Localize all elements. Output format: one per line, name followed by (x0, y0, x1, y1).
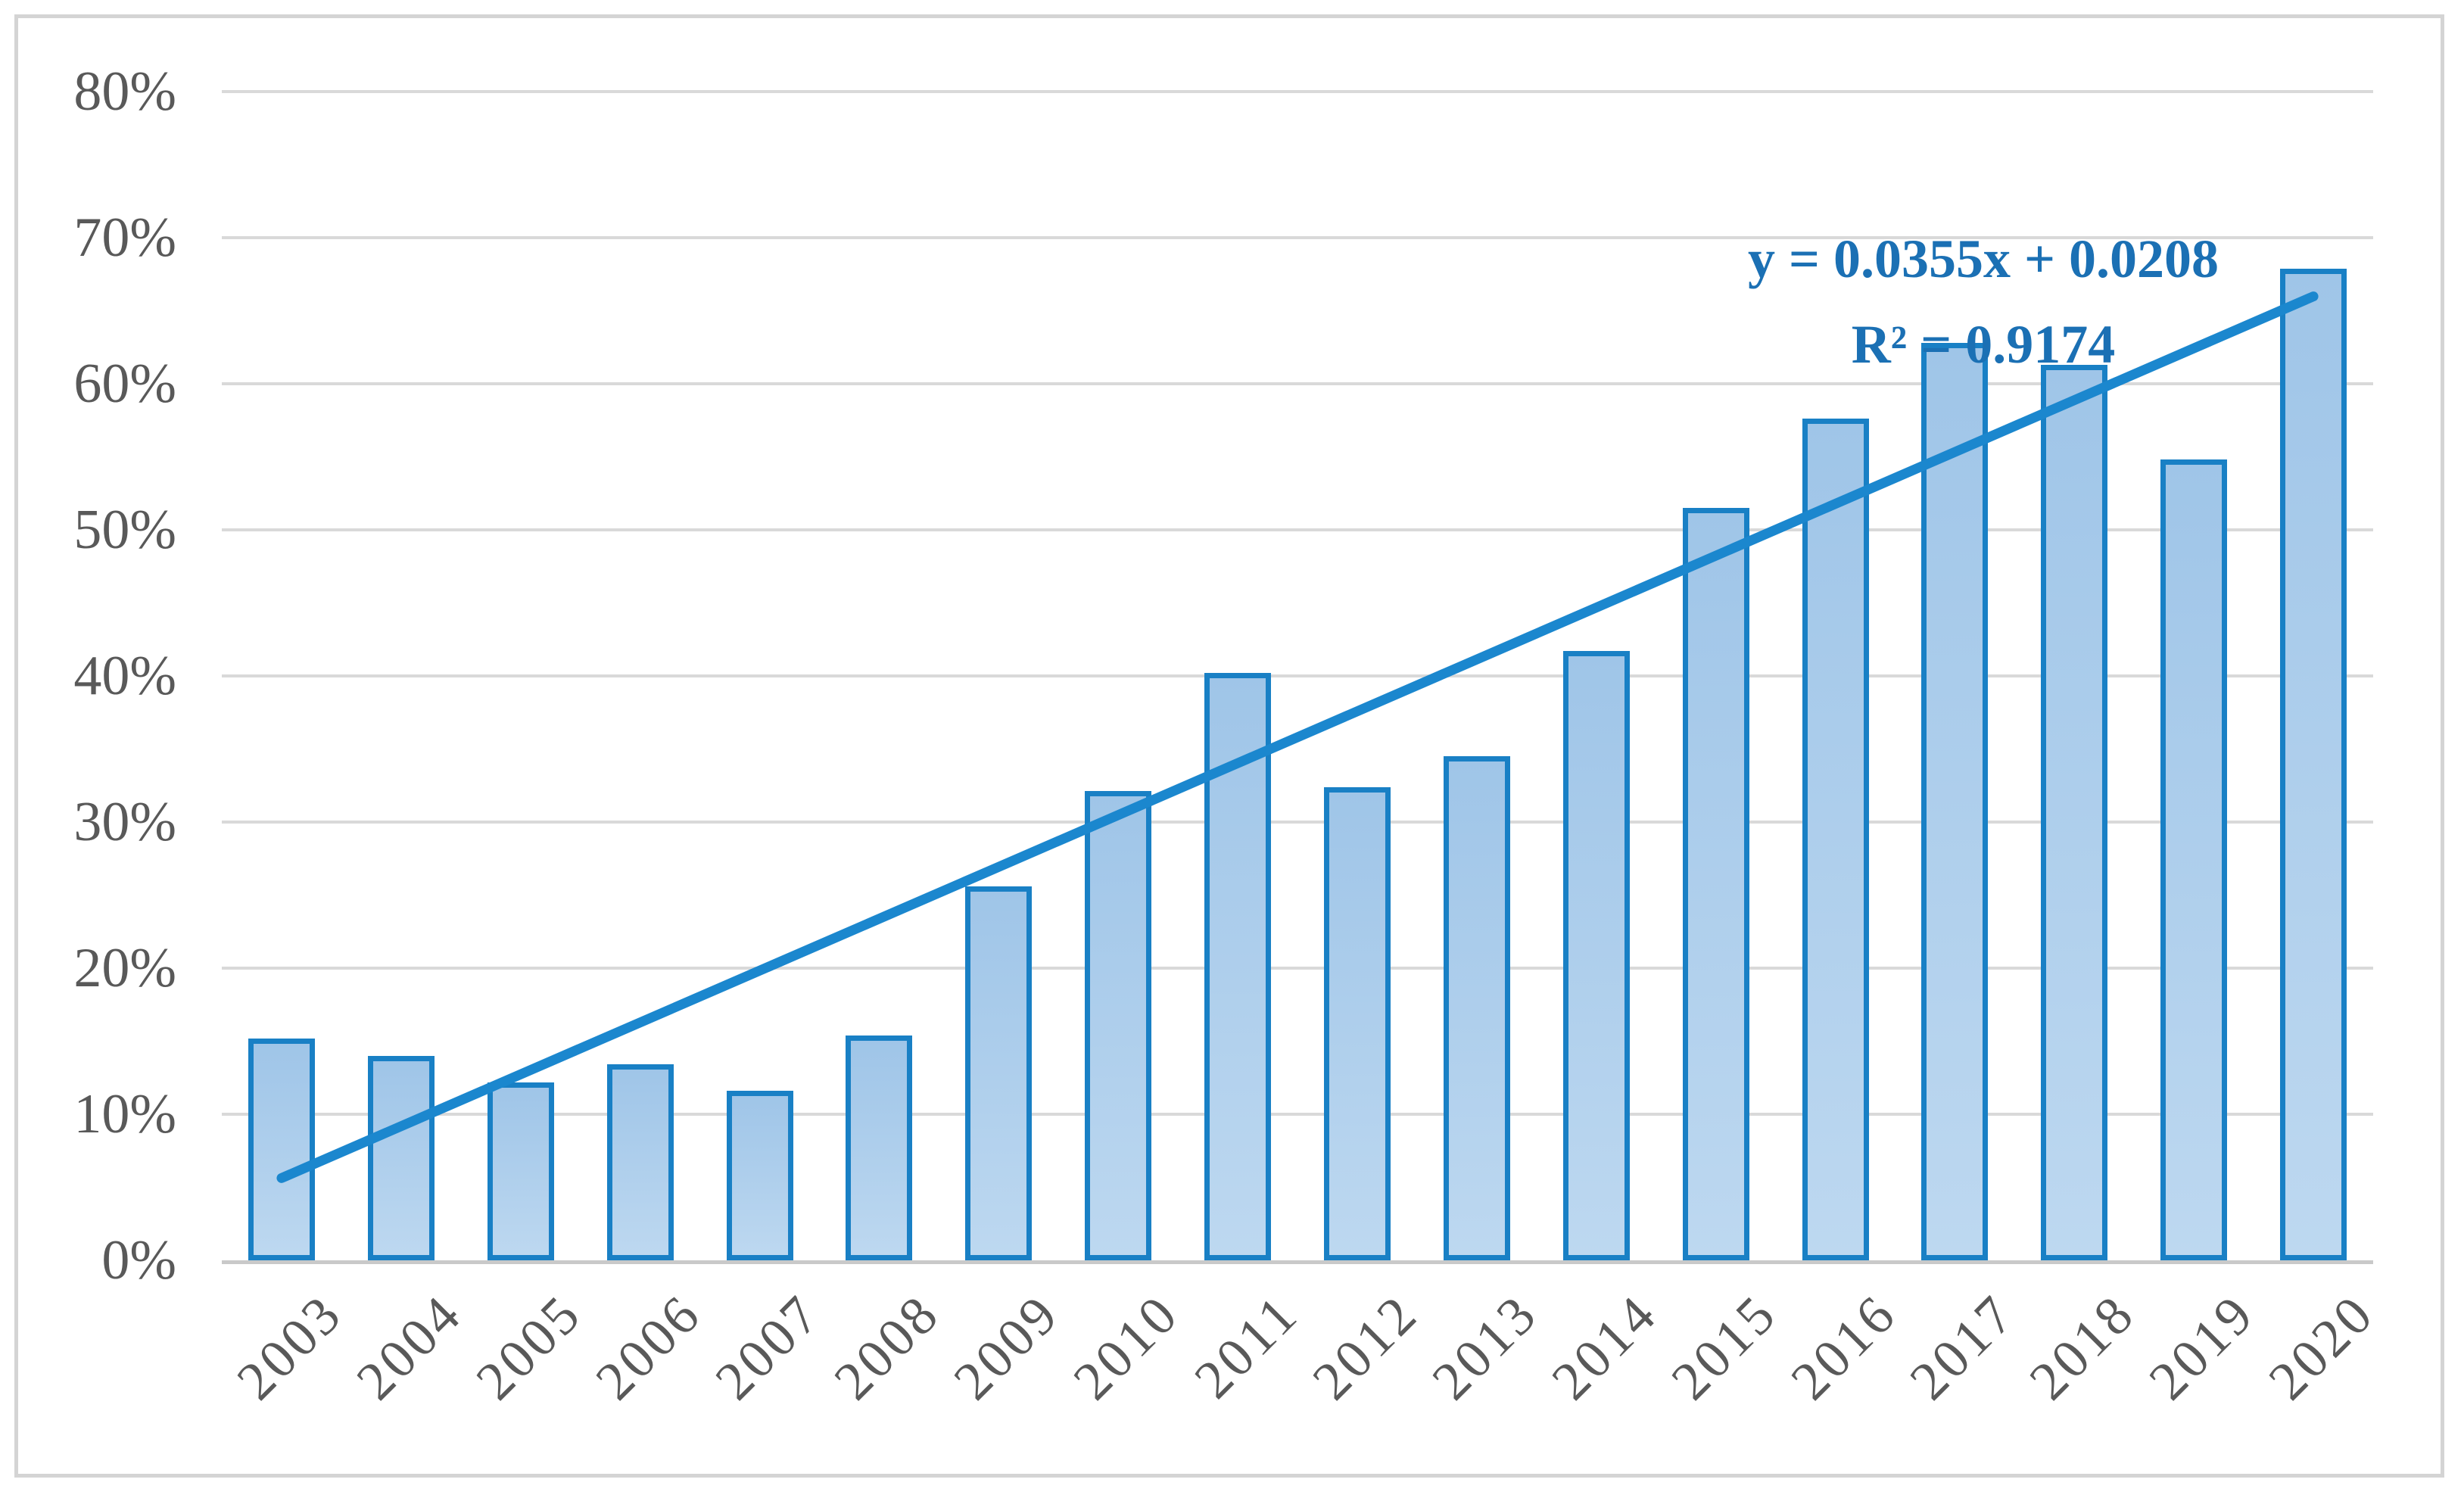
bar-2008 (846, 1035, 913, 1260)
bar-2014 (1562, 651, 1630, 1260)
trendline-equation: y = 0.0355x + 0.0208 R² = 0.9174 (1658, 216, 2309, 388)
y-tick-10%: 10% (73, 1083, 176, 1145)
bar-2020 (2280, 268, 2347, 1260)
bar-2007 (726, 1091, 793, 1260)
bar-2012 (1323, 786, 1391, 1260)
y-tick-60%: 60% (73, 353, 176, 415)
y-tick-50%: 50% (73, 499, 176, 561)
y-tick-0%: 0% (101, 1229, 176, 1291)
bar-2013 (1443, 756, 1510, 1260)
bar-2009 (965, 886, 1033, 1260)
bar-2011 (1204, 673, 1272, 1260)
bar-2017 (1921, 342, 1989, 1260)
y-tick-30%: 30% (73, 791, 176, 853)
bar-2018 (2041, 364, 2108, 1260)
equation-text: y = 0.0355x + 0.0208 (1747, 229, 2219, 289)
bar-2003 (248, 1038, 315, 1260)
bar-2016 (1802, 419, 1869, 1260)
y-tick-40%: 40% (73, 645, 176, 707)
gridline-70 (222, 236, 2373, 239)
figure-border (14, 14, 2444, 1478)
y-tick-20%: 20% (73, 937, 176, 999)
bar-2019 (2160, 459, 2228, 1260)
bar-2004 (367, 1055, 435, 1260)
bar-2006 (606, 1064, 674, 1260)
bar-2005 (487, 1082, 554, 1260)
bar-2015 (1682, 508, 1749, 1260)
y-tick-80%: 80% (73, 61, 176, 123)
y-tick-70%: 70% (73, 207, 176, 269)
bar-2010 (1085, 791, 1152, 1260)
r-squared-text: R² = 0.9174 (1851, 314, 2116, 375)
gridline-80 (222, 90, 2373, 93)
